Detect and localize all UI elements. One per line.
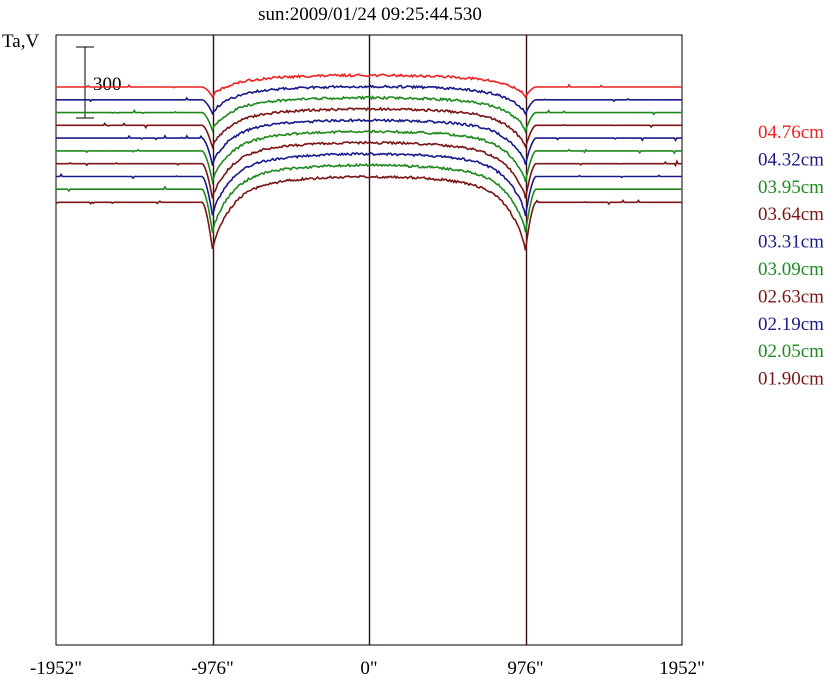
series-line-03.31cm [56, 118, 682, 166]
legend: 04.76cm 04.32cm 03.95cm 03.64cm 03.31cm 03.09… [758, 122, 824, 390]
series-line-04.32cm [56, 84, 682, 116]
x-tick-labels: -1952" -976" 0" 976" 1952" [30, 658, 705, 679]
legend-entry: 04.32cm [758, 149, 824, 170]
legend-entry: 03.31cm [758, 232, 824, 253]
series-line-02.19cm [56, 151, 682, 217]
series-line-03.64cm [56, 106, 682, 150]
y-axis-label: Ta,V [2, 31, 39, 52]
x-tick-label: 0" [360, 658, 377, 679]
series-line-04.76cm [56, 72, 682, 99]
legend-entry: 01.90cm [758, 369, 824, 390]
chart-title: sun:2009/01/24 09:25:44.530 [258, 4, 482, 25]
series-line-02.05cm [56, 162, 682, 233]
reference-lines [212, 35, 528, 645]
legend-entry: 04.76cm [758, 122, 824, 143]
series-line-03.95cm [56, 95, 682, 134]
x-tick-label: -1952" [30, 658, 82, 679]
x-tick-label: 1952" [659, 658, 705, 679]
legend-entry: 03.95cm [758, 177, 824, 198]
scale-bar: 300 [76, 46, 122, 119]
legend-entry: 03.09cm [758, 259, 824, 280]
legend-entry: 02.05cm [758, 341, 824, 362]
series-line-01.90cm [55, 174, 682, 251]
series-line-03.09cm [56, 129, 682, 185]
legend-entry: 02.63cm [758, 286, 824, 307]
legend-entry: 02.19cm [758, 314, 824, 335]
scale-bar-label: 300 [93, 74, 122, 95]
x-tick-label: -976" [191, 658, 234, 679]
series-line-02.63cm [56, 140, 682, 199]
legend-entry: 03.64cm [758, 204, 824, 225]
series-group [55, 72, 682, 251]
x-tick-label: 976" [507, 658, 543, 679]
